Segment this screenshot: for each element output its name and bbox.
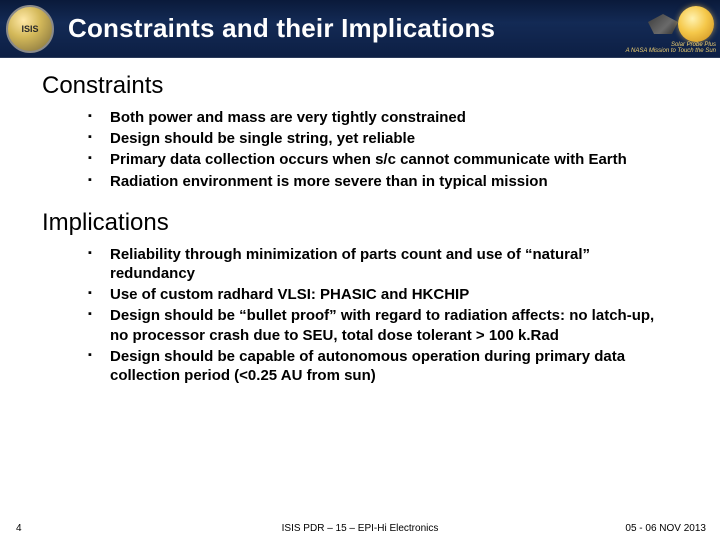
sun-icon [678,6,714,42]
list-item: Reliability through minimization of part… [88,245,676,283]
section-heading-implications: Implications [42,209,696,237]
constraints-list: Both power and mass are very tightly con… [88,108,676,191]
subtitle-line-1: Solar Probe Plus [626,42,716,49]
slide-body: Constraints Both power and mass are very… [0,58,720,540]
list-item: Use of custom radhard VLSI: PHASIC and H… [88,285,676,304]
slide-footer: 4 ISIS PDR – 15 – EPI-Hi Electronics 05 … [0,516,720,534]
slide-header: ISIS Constraints and their Implications … [0,0,720,58]
footer-center-text: ISIS PDR – 15 – EPI-Hi Electronics [0,523,720,534]
implications-list: Reliability through minimization of part… [88,245,676,385]
list-item: Both power and mass are very tightly con… [88,108,676,127]
section-heading-constraints: Constraints [42,72,696,100]
list-item: Radiation environment is more severe tha… [88,172,676,191]
header-right-badge [678,6,714,42]
footer-date: 05 - 06 NOV 2013 [625,523,706,534]
list-item: Design should be “bullet proof” with reg… [88,306,676,344]
probe-icon [648,14,678,34]
header-subtitle: Solar Probe Plus A NASA Mission to Touch… [626,42,716,55]
list-item: Design should be capable of autonomous o… [88,347,676,385]
logo-text: ISIS [21,24,38,34]
slide: ISIS Constraints and their Implications … [0,0,720,540]
isis-logo-icon: ISIS [6,5,54,53]
list-item: Primary data collection occurs when s/c … [88,150,676,169]
subtitle-line-2: A NASA Mission to Touch the Sun [626,48,716,55]
page-title: Constraints and their Implications [68,13,495,44]
list-item: Design should be single string, yet reli… [88,129,676,148]
